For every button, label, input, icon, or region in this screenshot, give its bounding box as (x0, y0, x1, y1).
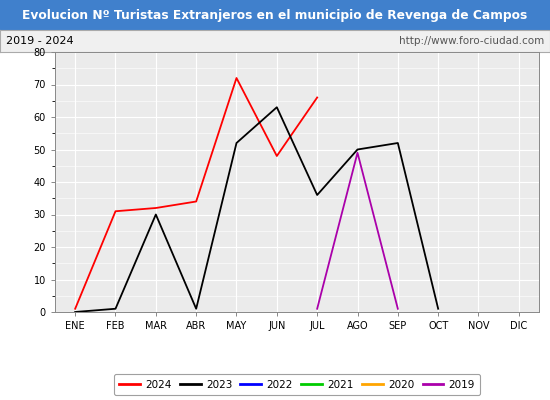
Legend: 2024, 2023, 2022, 2021, 2020, 2019: 2024, 2023, 2022, 2021, 2020, 2019 (114, 374, 480, 395)
Text: Evolucion Nº Turistas Extranjeros en el municipio de Revenga de Campos: Evolucion Nº Turistas Extranjeros en el … (23, 8, 527, 22)
Text: 2019 - 2024: 2019 - 2024 (6, 36, 73, 46)
Text: http://www.foro-ciudad.com: http://www.foro-ciudad.com (399, 36, 544, 46)
